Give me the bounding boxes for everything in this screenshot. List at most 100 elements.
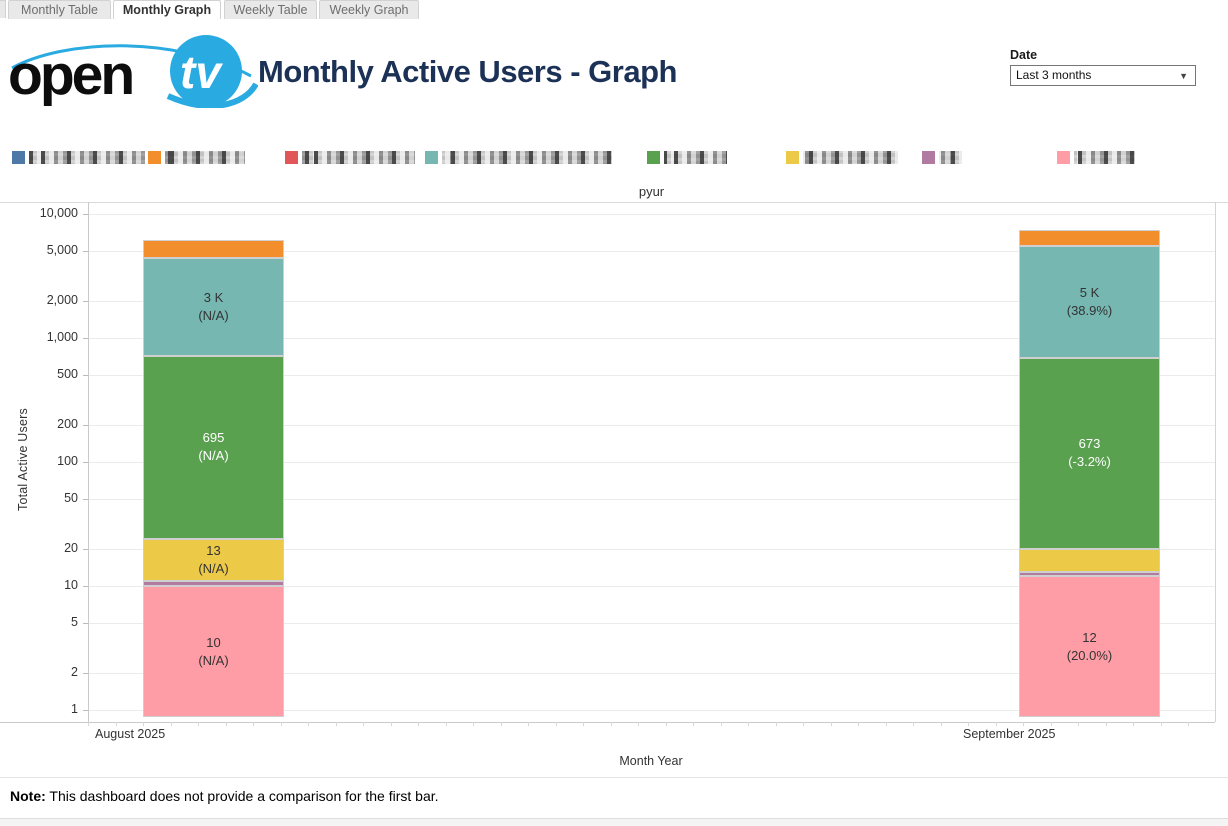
bar-segment-yellow-august[interactable]: 13 (N/A) bbox=[143, 538, 284, 581]
legend-item-series-green[interactable] bbox=[647, 150, 740, 166]
legend-swatch-series-green bbox=[647, 151, 660, 164]
y-gridline bbox=[88, 710, 1215, 711]
bar-segment-label: (N/A) bbox=[198, 448, 229, 464]
x-minor-tick bbox=[473, 722, 474, 726]
y-tick-label: 10 bbox=[64, 578, 78, 592]
bar-segment-teal-september[interactable]: 5 K (38.9%) bbox=[1019, 245, 1160, 358]
opentv-logo: open tv bbox=[8, 34, 259, 109]
y-gridline bbox=[88, 424, 1215, 426]
y-tick-mark bbox=[83, 586, 88, 587]
y-tick-mark bbox=[83, 338, 88, 339]
y-axis-line bbox=[88, 202, 89, 723]
bar-segment-purple-september[interactable] bbox=[1019, 571, 1160, 577]
tab-monthly-graph[interactable]: Monthly Graph bbox=[113, 0, 221, 19]
y-gridline bbox=[88, 672, 1215, 674]
x-minor-tick bbox=[555, 722, 557, 726]
y-tick-label: 200 bbox=[57, 416, 78, 431]
bar-segment-green-august[interactable]: 695 (N/A) bbox=[143, 355, 284, 539]
x-minor-tick bbox=[390, 722, 392, 726]
legend-item-series-orange[interactable] bbox=[148, 150, 258, 166]
legend-label-redacted bbox=[803, 151, 898, 164]
x-minor-tick bbox=[115, 722, 117, 726]
legend-item-series-teal[interactable] bbox=[425, 150, 625, 166]
x-category-label: August 2025 bbox=[95, 727, 166, 741]
y-tick-label: 1 bbox=[71, 702, 78, 716]
y-gridline bbox=[88, 251, 1215, 253]
legend-swatch-series-teal bbox=[425, 151, 438, 164]
bar-segment-label: 695 bbox=[202, 430, 225, 446]
y-tick-label: 100 bbox=[57, 454, 78, 468]
tab-weekly-table[interactable]: Weekly Table bbox=[224, 0, 317, 19]
x-minor-tick bbox=[913, 722, 914, 726]
y-tick-label: 1,000 bbox=[46, 330, 78, 344]
y-tick-mark bbox=[83, 548, 88, 550]
y-tick-label: 5,000 bbox=[46, 243, 78, 258]
x-minor-tick bbox=[720, 722, 722, 726]
legend-swatch-series-pink bbox=[1057, 151, 1070, 164]
y-tick-label: 2,000 bbox=[46, 292, 78, 307]
tab-monthly-table[interactable]: Monthly Table bbox=[8, 0, 111, 19]
bar-segment-label: 10 bbox=[206, 634, 221, 650]
x-minor-tick bbox=[308, 722, 309, 726]
legend-swatch-series-blue bbox=[12, 151, 25, 164]
y-gridline bbox=[88, 338, 1215, 339]
y-tick-label: 500 bbox=[57, 367, 78, 382]
x-minor-tick bbox=[280, 722, 282, 726]
y-tick-mark bbox=[83, 300, 88, 302]
bar-segment-pink-september[interactable]: 12 (20.0%) bbox=[1019, 576, 1160, 717]
x-minor-tick bbox=[803, 722, 804, 726]
legend-item-series-blue[interactable] bbox=[12, 150, 158, 166]
bottom-scrollbar-track[interactable] bbox=[0, 818, 1228, 826]
x-minor-tick bbox=[583, 722, 584, 726]
bar-segment-label: 13 bbox=[206, 542, 221, 558]
page-title: Monthly Active Users - Graph bbox=[258, 54, 677, 89]
y-tick-label: 50 bbox=[64, 491, 78, 506]
legend-item-series-yellow[interactable] bbox=[786, 150, 911, 166]
x-minor-tick bbox=[638, 722, 639, 726]
bar-segment-purple-august[interactable] bbox=[143, 580, 284, 586]
bar-segment-label: (N/A) bbox=[198, 652, 229, 668]
y-tick-mark bbox=[83, 424, 88, 426]
legend-label-redacted bbox=[442, 151, 612, 164]
y-tick-mark bbox=[83, 251, 88, 253]
y-gridline bbox=[88, 214, 1215, 215]
legend-item-series-pink[interactable] bbox=[1057, 150, 1148, 166]
x-minor-tick bbox=[1050, 722, 1052, 726]
bar-segment-orange-august[interactable] bbox=[143, 240, 284, 258]
bar-segment-teal-august[interactable]: 3 K (N/A) bbox=[143, 257, 284, 356]
date-filter-dropdown[interactable]: Last 3 months ▼ bbox=[1010, 65, 1196, 86]
tab-weekly-graph[interactable]: Weekly Graph bbox=[319, 0, 419, 19]
y-gridline bbox=[88, 300, 1215, 302]
x-minor-tick bbox=[418, 722, 419, 726]
x-minor-tick bbox=[253, 722, 254, 726]
x-minor-tick bbox=[885, 722, 887, 726]
bar-segment-green-september[interactable]: 673 (-3.2%) bbox=[1019, 357, 1160, 549]
footer-divider bbox=[0, 777, 1228, 778]
bar-segment-yellow-september[interactable] bbox=[1019, 548, 1160, 572]
x-minor-tick bbox=[198, 722, 199, 726]
x-minor-tick bbox=[1133, 722, 1134, 726]
legend-item-series-red[interactable] bbox=[285, 150, 428, 166]
y-tick-label: 10,000 bbox=[39, 206, 78, 220]
x-minor-tick bbox=[88, 722, 89, 726]
y-tick-mark bbox=[83, 672, 88, 674]
bar-segment-label: (N/A) bbox=[198, 307, 229, 323]
y-gridline bbox=[88, 623, 1215, 625]
legend-label-redacted bbox=[664, 151, 727, 164]
bar-segment-label: 673 bbox=[1078, 436, 1101, 452]
x-minor-tick bbox=[995, 722, 997, 726]
legend-swatch-series-yellow bbox=[786, 151, 799, 164]
y-tick-label: 20 bbox=[64, 540, 78, 555]
x-minor-tick bbox=[170, 722, 172, 726]
bar-segment-pink-august[interactable]: 10 (N/A) bbox=[143, 586, 284, 717]
date-filter-value: Last 3 months bbox=[1016, 68, 1092, 82]
legend-item-series-purple[interactable] bbox=[922, 150, 975, 166]
y-tick-mark bbox=[83, 375, 88, 377]
x-minor-tick bbox=[528, 722, 529, 726]
bar-segment-orange-september[interactable] bbox=[1019, 230, 1160, 246]
x-minor-tick bbox=[858, 722, 859, 726]
plot-area: 10 (N/A) 13 (N/A) 695 (N/A) 3 K (N/A) 12 (20.0%) 6… bbox=[88, 202, 1216, 722]
y-tick-label: 2 bbox=[71, 664, 78, 679]
bar-segment-label: (N/A) bbox=[198, 560, 229, 576]
chart-title: pyur bbox=[638, 184, 665, 199]
